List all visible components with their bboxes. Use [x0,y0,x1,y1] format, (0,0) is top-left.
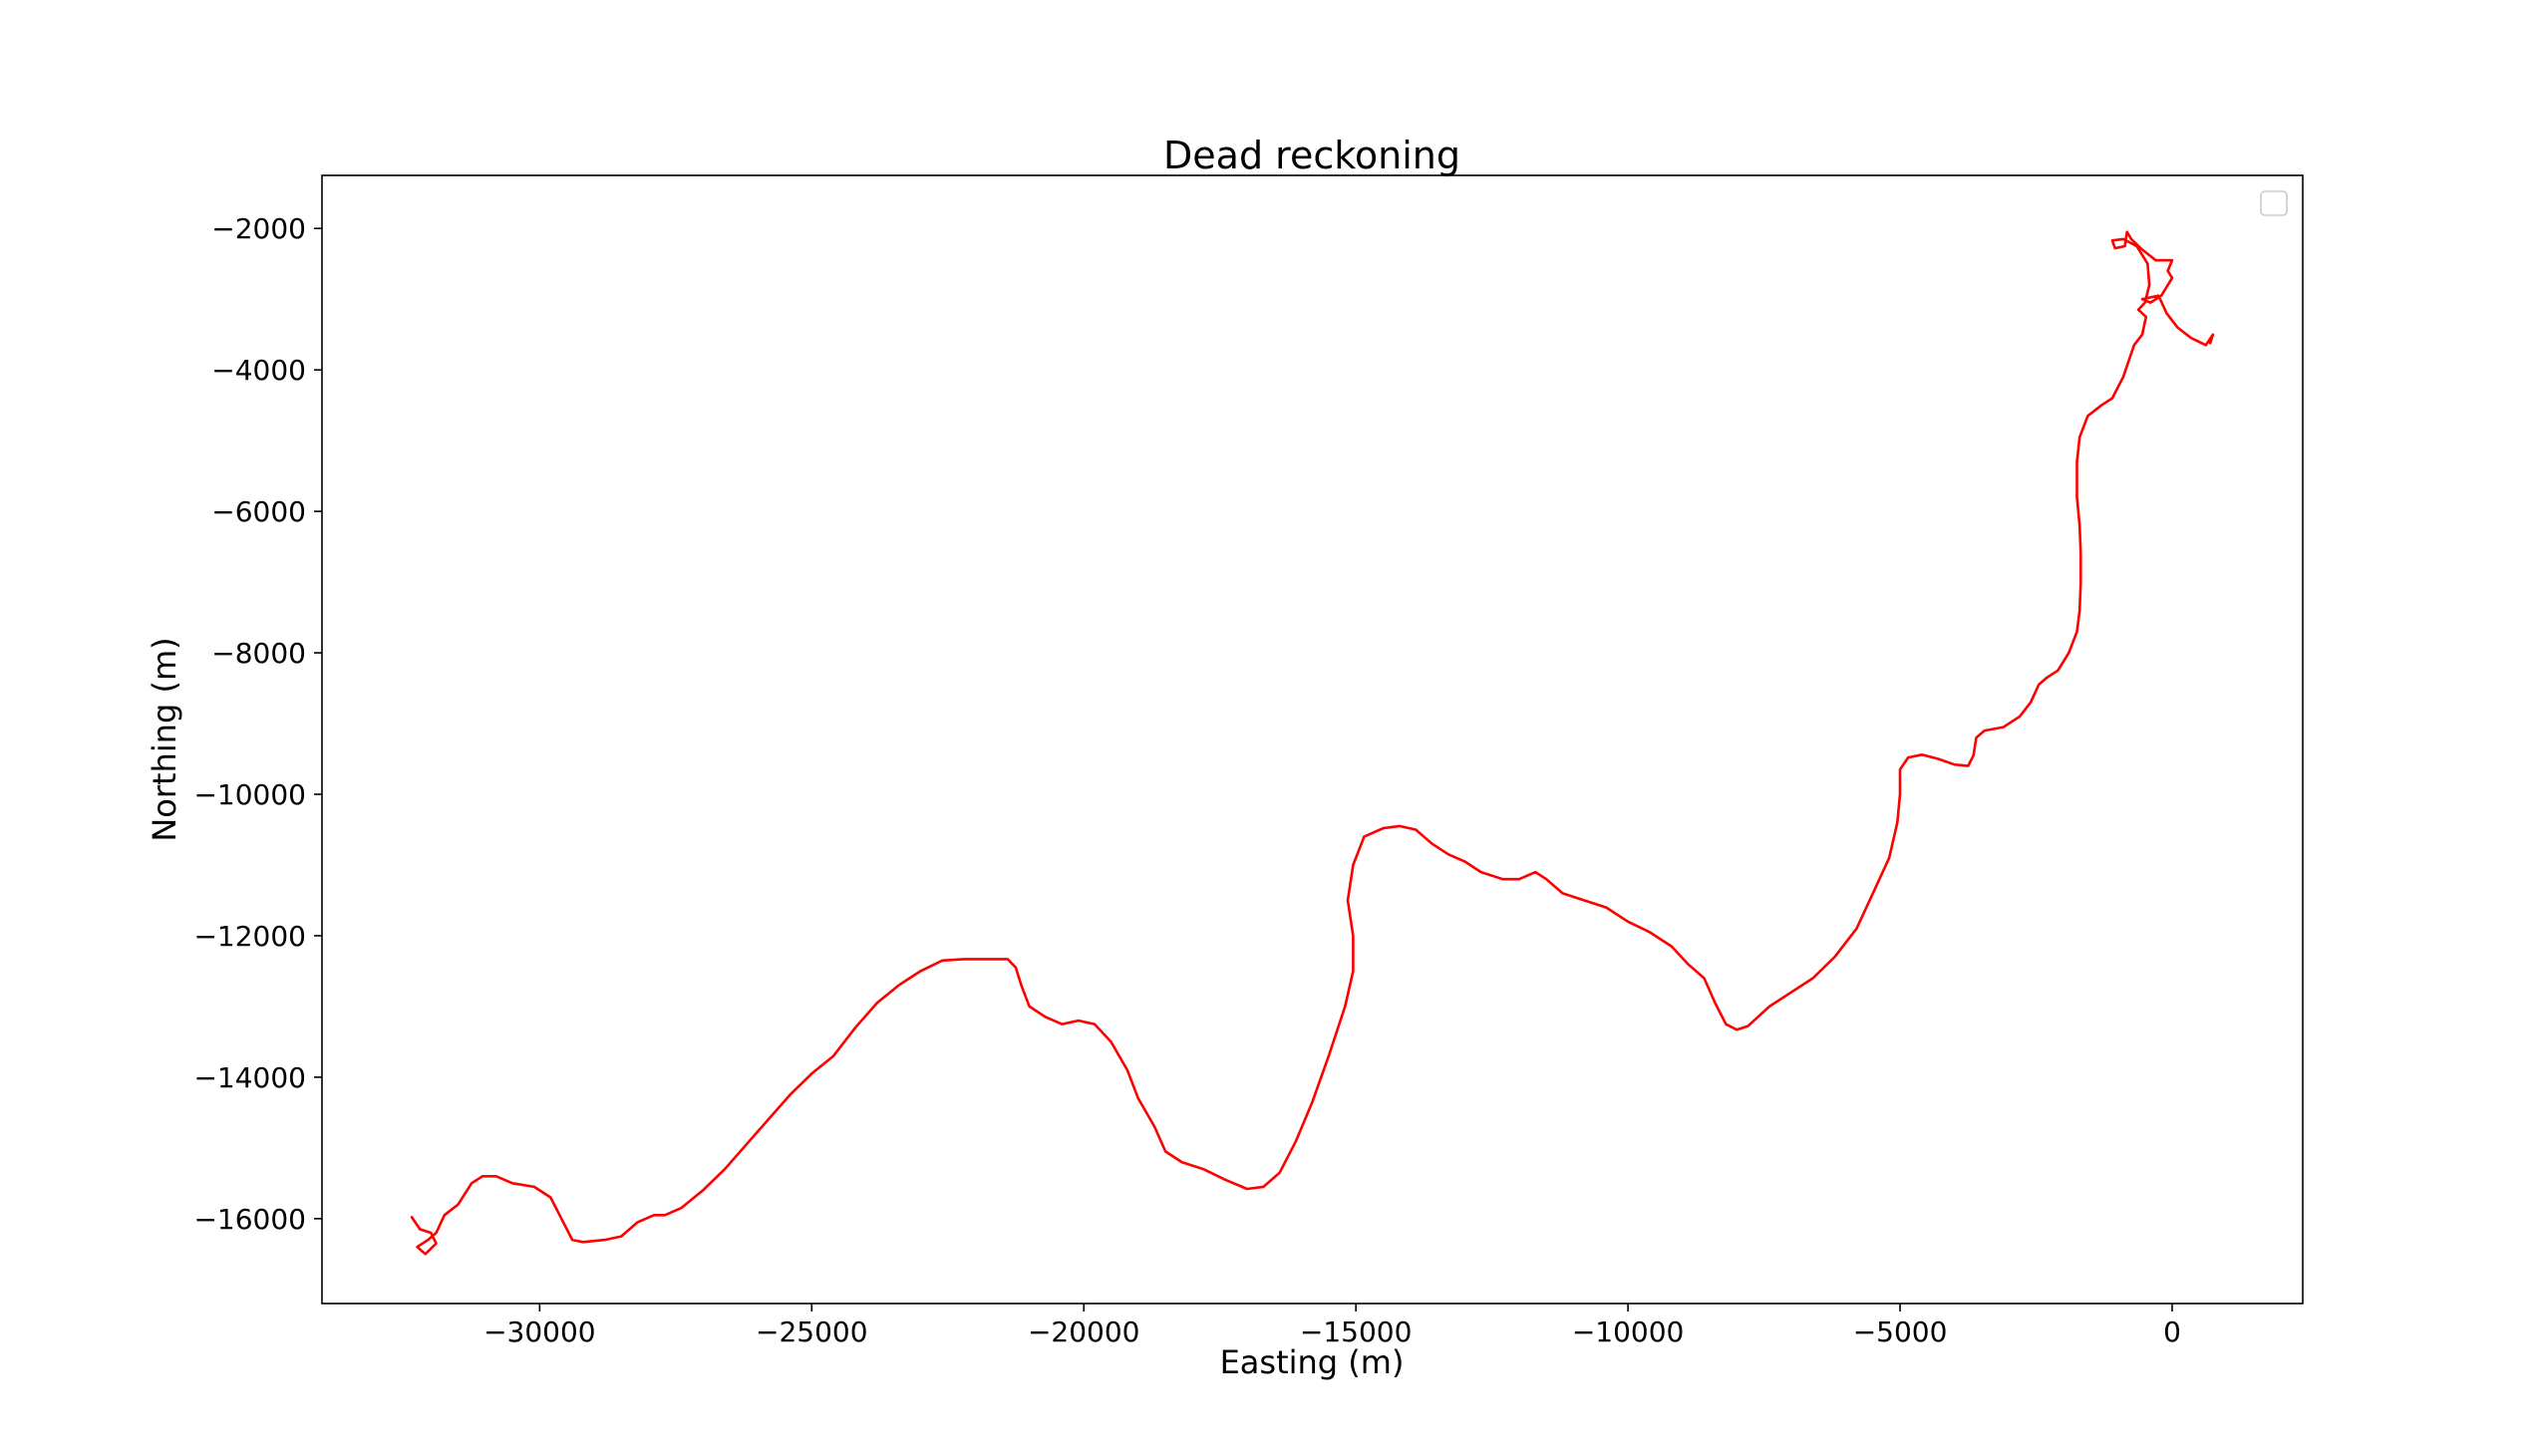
x-tick-label: −30000 [483,1315,596,1348]
chart-title: Dead reckoning [1163,134,1460,177]
x-tick-label: −15000 [1300,1315,1413,1348]
x-axis-ticks: −30000 −25000 −20000 −15000 −10000 −5000 0 [483,1304,2181,1348]
x-tick-label: −25000 [756,1315,868,1348]
y-tick-label: −16000 [193,1203,306,1236]
y-tick-label: −4000 [211,354,306,387]
legend-box [2260,190,2288,216]
y-axis-ticks: −16000 −14000 −12000 −10000 −8000 −6000 −4000 −… [193,212,322,1236]
y-tick-label: −6000 [211,495,306,528]
y-axis-label: Northing (m) [146,637,183,841]
x-tick-label: −5000 [1853,1315,1948,1348]
x-tick-label: 0 [2163,1315,2181,1348]
x-tick-label: −10000 [1572,1315,1685,1348]
y-tick-label: −2000 [211,212,306,245]
y-tick-label: −12000 [193,920,306,953]
y-tick-label: −14000 [193,1061,306,1094]
axes-frame [321,174,2304,1305]
x-tick-label: −20000 [1028,1315,1140,1348]
plot-area [410,230,2215,1256]
y-tick-label: −10000 [193,778,306,811]
trajectory-line [410,230,2215,1256]
y-tick-label: −8000 [211,637,306,670]
x-axis-label: Easting (m) [1220,1343,1405,1381]
